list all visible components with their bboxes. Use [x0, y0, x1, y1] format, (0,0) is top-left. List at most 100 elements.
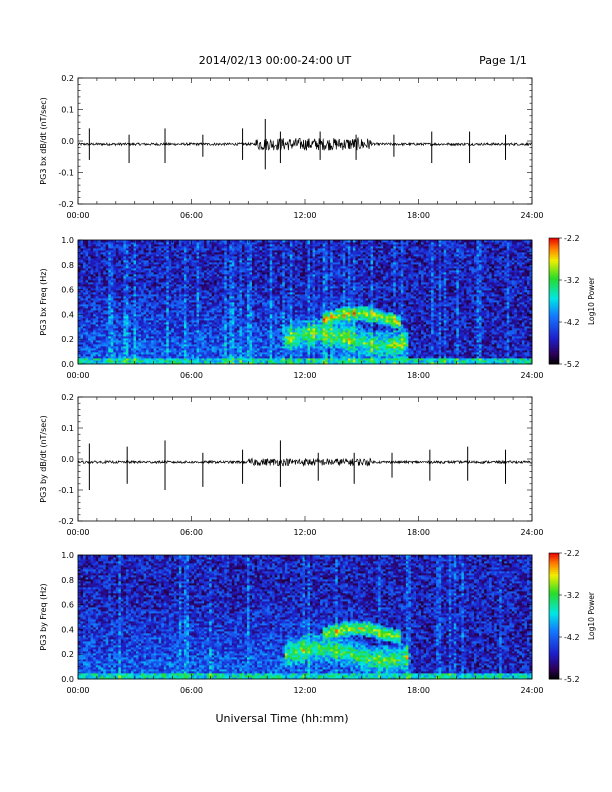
- heatmap-cell: [113, 360, 117, 363]
- heatmap-cell: [103, 338, 107, 341]
- heatmap-cell: [231, 304, 235, 307]
- heatmap-cell: [234, 300, 238, 303]
- heatmap-cell: [176, 320, 180, 323]
- heatmap-cell: [120, 314, 124, 317]
- heatmap-cell: [211, 284, 215, 287]
- heatmap-cell: [138, 336, 142, 339]
- heatmap-cell: [115, 248, 119, 251]
- heatmap-cell: [226, 308, 230, 311]
- heatmap-cell: [229, 298, 233, 301]
- heatmap-cell: [166, 246, 170, 249]
- heatmap-cell: [78, 340, 81, 343]
- heatmap-cell: [80, 254, 84, 257]
- heatmap-cell: [229, 314, 233, 317]
- heatmap-cell: [128, 284, 132, 287]
- heatmap-cell: [118, 260, 122, 263]
- heatmap-cell: [199, 282, 202, 285]
- heatmap-cell: [176, 300, 180, 303]
- heatmap-cell: [216, 292, 220, 295]
- heatmap-cell: [83, 348, 86, 351]
- heatmap-cell: [229, 274, 233, 277]
- heatmap-cell: [156, 300, 160, 303]
- heatmap-cell: [93, 334, 97, 337]
- heatmap-cell: [110, 326, 114, 329]
- heatmap-cell: [231, 320, 235, 323]
- heatmap-cell: [90, 310, 94, 313]
- heatmap-cell: [241, 252, 245, 255]
- heatmap-cell: [201, 288, 205, 291]
- heatmap-cell: [156, 264, 160, 267]
- heatmap-cell: [83, 250, 86, 253]
- heatmap-cell: [110, 256, 114, 259]
- heatmap-cell: [153, 300, 157, 303]
- heatmap-cell: [80, 352, 84, 355]
- heatmap-cell: [236, 260, 240, 263]
- heatmap-cell: [113, 280, 117, 283]
- heatmap-cell: [123, 256, 127, 259]
- heatmap-cell: [239, 308, 243, 311]
- heatmap-cell: [209, 342, 213, 345]
- heatmap-cell: [130, 248, 134, 251]
- heatmap-cell: [211, 346, 215, 349]
- heatmap-cell: [209, 288, 213, 291]
- heatmap-cell: [141, 310, 144, 313]
- heatmap-cell: [103, 256, 107, 259]
- heatmap-cell: [224, 246, 228, 249]
- heatmap-cell: [234, 328, 238, 331]
- heatmap-cell: [148, 336, 152, 339]
- heatmap-cell: [85, 338, 89, 341]
- heatmap-cell: [115, 250, 119, 253]
- heatmap-cell: [138, 242, 142, 245]
- heatmap-cell: [221, 346, 225, 349]
- heatmap-cell: [191, 340, 195, 343]
- heatmap-cell: [199, 262, 202, 265]
- heatmap-cell: [103, 358, 107, 361]
- heatmap-cell: [110, 344, 114, 347]
- heatmap-cell: [196, 326, 200, 329]
- heatmap-cell: [123, 316, 127, 319]
- heatmap-cell: [85, 304, 89, 307]
- heatmap-cell: [234, 282, 238, 285]
- heatmap-cell: [199, 306, 202, 309]
- heatmap-cell: [110, 294, 114, 297]
- heatmap-cell: [171, 286, 175, 289]
- heatmap-cell: [234, 274, 238, 277]
- heatmap-cell: [93, 282, 97, 285]
- heatmap-cell: [173, 268, 177, 271]
- heatmap-cell: [191, 308, 195, 311]
- heatmap-cell: [136, 274, 139, 277]
- heatmap-cell: [191, 326, 195, 329]
- heatmap-cell: [209, 272, 213, 275]
- heatmap-cell: [83, 350, 86, 353]
- heatmap-cell: [188, 252, 192, 255]
- heatmap-cell: [98, 346, 102, 349]
- heatmap-cell: [231, 342, 235, 345]
- heatmap-cell: [206, 292, 210, 295]
- heatmap-cell: [201, 316, 205, 319]
- heatmap-cell: [181, 268, 185, 271]
- heatmap-cell: [183, 262, 187, 265]
- heatmap-cell: [123, 266, 127, 269]
- heatmap-cell: [166, 350, 170, 353]
- heatmap-cell: [173, 246, 177, 249]
- heatmap-cell: [178, 304, 182, 307]
- heatmap-cell: [226, 296, 230, 299]
- heatmap-cell: [204, 334, 208, 337]
- heatmap-cell: [236, 296, 240, 299]
- heatmap-cell: [138, 292, 142, 295]
- heatmap-cell: [143, 362, 147, 365]
- heatmap-cell: [148, 268, 152, 271]
- heatmap-cell: [161, 346, 165, 349]
- heatmap-cell: [224, 354, 228, 357]
- heatmap-cell: [183, 276, 187, 279]
- heatmap-cell: [98, 360, 102, 363]
- heatmap-cell: [80, 312, 84, 315]
- heatmap-cell: [241, 350, 245, 353]
- heatmap-cell: [83, 278, 86, 281]
- heatmap-cell: [141, 348, 144, 351]
- heatmap-cell: [181, 308, 185, 311]
- heatmap-cell: [83, 268, 86, 271]
- heatmap-cell: [186, 328, 190, 331]
- heatmap-cell: [176, 338, 180, 341]
- heatmap-cell: [130, 304, 134, 307]
